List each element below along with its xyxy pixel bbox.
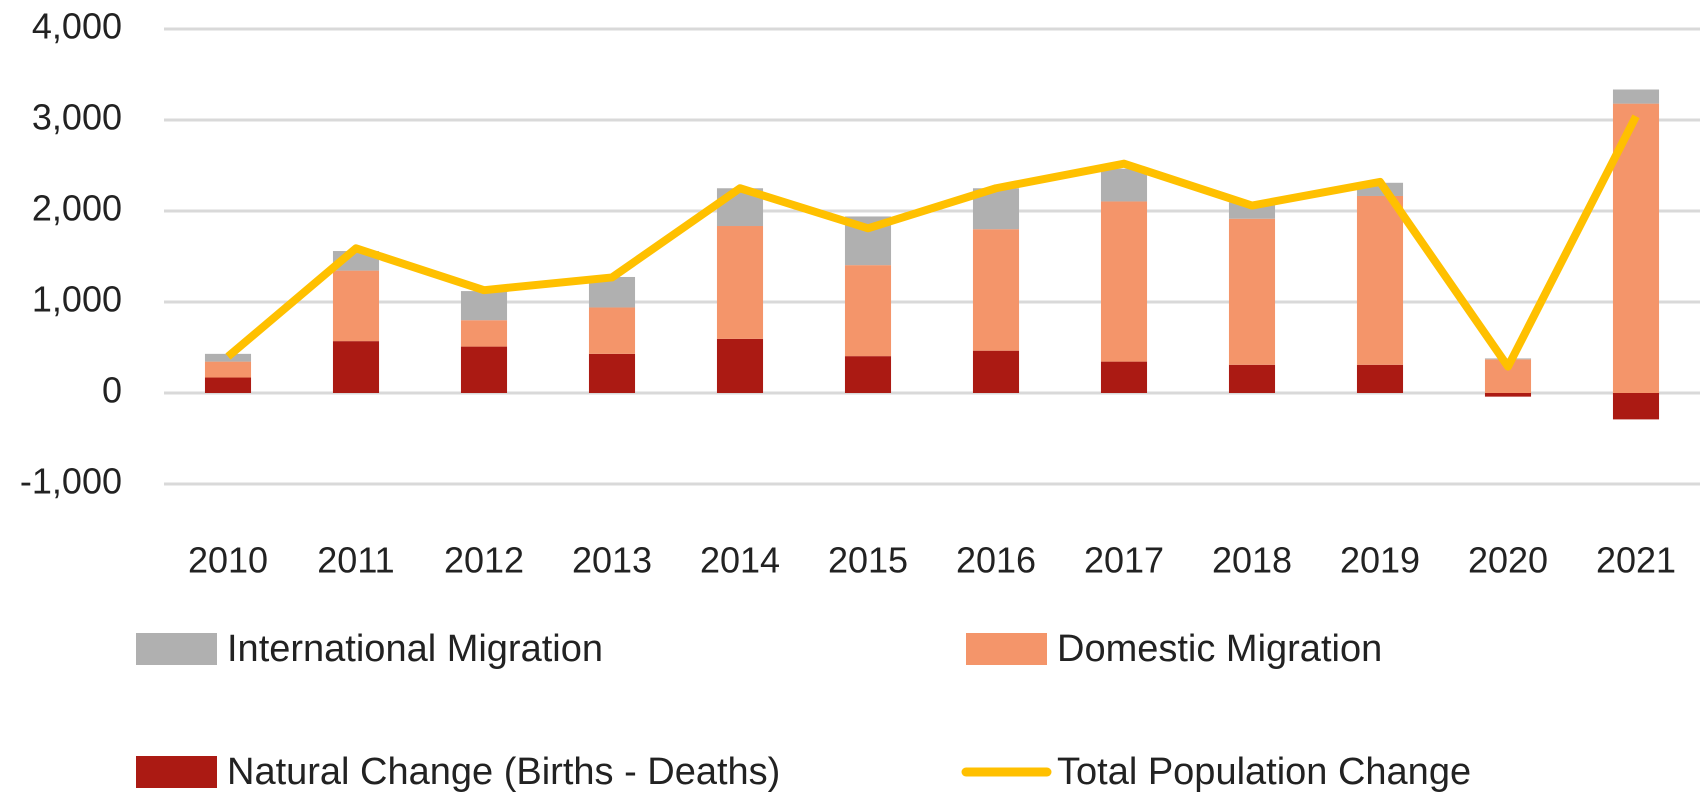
- x-tick-label: 2018: [1212, 540, 1292, 581]
- bar: [204, 361, 252, 378]
- x-tick-label: 2020: [1468, 540, 1548, 581]
- bar: [332, 270, 380, 342]
- legend-swatch: [136, 633, 217, 665]
- legend-label: Total Population Change: [1057, 751, 1471, 793]
- bar: [1356, 364, 1404, 393]
- legend-swatch: [966, 633, 1047, 665]
- x-tick-label: 2014: [700, 540, 780, 581]
- bar: [972, 350, 1020, 393]
- bar: [1228, 218, 1276, 365]
- y-tick-label: 2,000: [32, 188, 122, 229]
- bar: [1100, 361, 1148, 393]
- line: [225, 114, 1640, 371]
- legend-label: International Migration: [227, 628, 603, 670]
- legend-label: Domestic Migration: [1057, 628, 1382, 670]
- y-tick-label: -1,000: [20, 461, 122, 502]
- bar: [716, 226, 764, 339]
- x-tick-label: 2017: [1084, 540, 1164, 581]
- bar: [1612, 89, 1660, 104]
- bar: [332, 341, 380, 393]
- bar: [588, 307, 636, 354]
- bar: [972, 229, 1020, 351]
- y-tick-label: 3,000: [32, 97, 122, 138]
- x-tick-label: 2013: [572, 540, 652, 581]
- bar: [716, 338, 764, 393]
- bar: [1484, 393, 1532, 397]
- bar: [1100, 201, 1148, 362]
- bar: [460, 320, 508, 347]
- bar: [460, 346, 508, 393]
- bar: [1356, 195, 1404, 365]
- bar: [204, 377, 252, 393]
- x-tick-label: 2010: [188, 540, 268, 581]
- bar: [588, 353, 636, 393]
- x-tick-label: 2021: [1596, 540, 1676, 581]
- x-tick-label: 2011: [317, 540, 394, 581]
- bar: [1612, 393, 1660, 420]
- bar: [1228, 364, 1276, 393]
- x-tick-label: 2015: [828, 540, 908, 581]
- legend-label: Natural Change (Births - Deaths): [227, 751, 780, 793]
- y-tick-label: 1,000: [32, 279, 122, 320]
- bar: [844, 356, 892, 393]
- y-tick-label: 4,000: [32, 6, 122, 47]
- bar: [1100, 168, 1148, 202]
- legend-swatch: [136, 756, 217, 788]
- bar: [460, 291, 508, 321]
- y-tick-label: 0: [102, 370, 122, 411]
- bar: [844, 265, 892, 357]
- x-tick-label: 2016: [956, 540, 1036, 581]
- bar: [204, 353, 252, 362]
- x-tick-label: 2012: [444, 540, 524, 581]
- x-tick-label: 2019: [1340, 540, 1420, 581]
